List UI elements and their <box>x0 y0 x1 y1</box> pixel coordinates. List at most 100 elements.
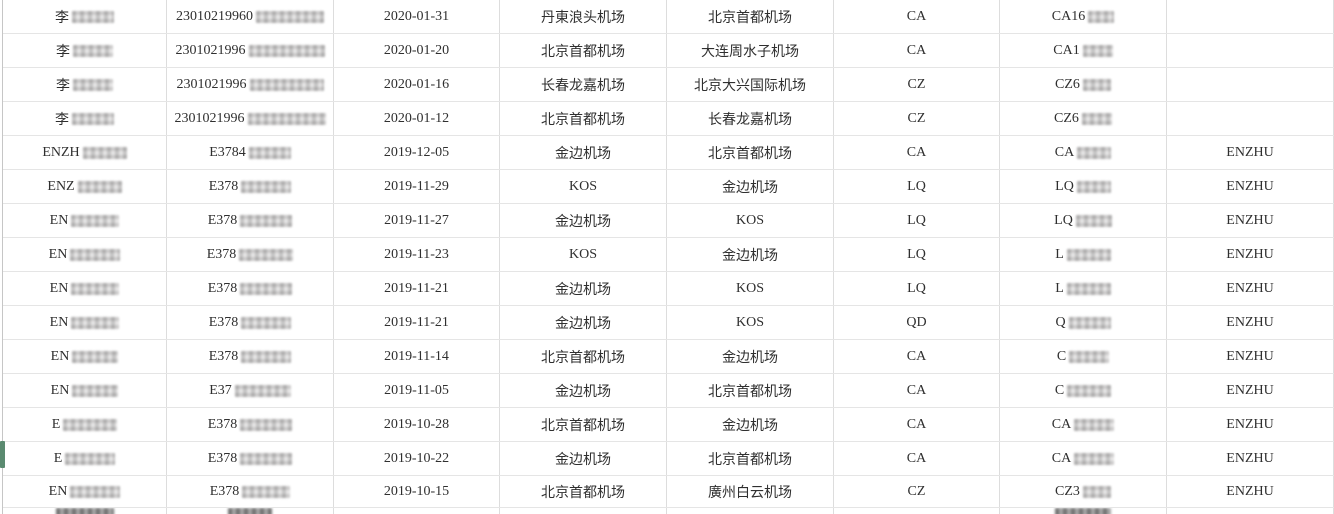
cell-departure-airport[interactable]: KOS <box>500 170 667 203</box>
cell-departure-airport[interactable]: 北京首都机场 <box>500 102 667 135</box>
cell-date[interactable]: 2020-01-20 <box>334 34 500 67</box>
cell-airline-code[interactable] <box>834 508 1000 514</box>
cell-date[interactable]: 2019-11-21 <box>334 272 500 305</box>
cell-flight-number[interactable]: LQ <box>1000 204 1167 237</box>
cell-arrival-airport[interactable]: 长春龙嘉机场 <box>667 102 834 135</box>
cell-date[interactable]: 2019-10-28 <box>334 408 500 441</box>
cell-flight-number[interactable] <box>1000 508 1167 514</box>
cell-departure-airport[interactable]: 北京首都机场 <box>500 476 667 507</box>
cell-airline-code[interactable]: CA <box>834 442 1000 475</box>
cell-arrival-airport[interactable] <box>667 508 834 514</box>
cell-departure-airport[interactable]: 北京首都机场 <box>500 408 667 441</box>
cell-remark[interactable] <box>1167 68 1334 101</box>
cell-remark[interactable]: ENZHU <box>1167 374 1334 407</box>
cell-departure-airport[interactable]: 金边机场 <box>500 136 667 169</box>
cell-remark[interactable]: ENZHU <box>1167 408 1334 441</box>
cell-remark[interactable]: ENZHU <box>1167 204 1334 237</box>
cell-remark[interactable] <box>1167 34 1334 67</box>
cell-arrival-airport[interactable]: KOS <box>667 204 834 237</box>
cell-remark[interactable]: ENZHU <box>1167 442 1334 475</box>
cell-arrival-airport[interactable]: 北京首都机场 <box>667 374 834 407</box>
cell-id-number[interactable]: E378 <box>167 476 334 507</box>
cell-arrival-airport[interactable]: 金边机场 <box>667 238 834 271</box>
cell-airline-code[interactable]: CA <box>834 340 1000 373</box>
cell-arrival-airport[interactable]: 大连周水子机场 <box>667 34 834 67</box>
cell-date[interactable]: 2019-11-05 <box>334 374 500 407</box>
cell-id-number[interactable]: E3784 <box>167 136 334 169</box>
cell-id-number[interactable]: 2301021996 <box>167 34 334 67</box>
cell-flight-number[interactable]: CA <box>1000 442 1167 475</box>
cell-arrival-airport[interactable]: 北京首都机场 <box>667 0 834 33</box>
cell-arrival-airport[interactable]: KOS <box>667 272 834 305</box>
cell-name[interactable]: ENZ <box>3 170 167 203</box>
cell-remark[interactable]: ENZHU <box>1167 238 1334 271</box>
cell-arrival-airport[interactable]: 北京首都机场 <box>667 136 834 169</box>
cell-id-number[interactable]: E378 <box>167 306 334 339</box>
cell-departure-airport[interactable]: KOS <box>500 238 667 271</box>
cell-airline-code[interactable]: CA <box>834 0 1000 33</box>
cell-airline-code[interactable]: LQ <box>834 204 1000 237</box>
cell-departure-airport[interactable]: 金边机场 <box>500 204 667 237</box>
cell-date[interactable]: 2019-11-23 <box>334 238 500 271</box>
cell-flight-number[interactable]: CA16 <box>1000 0 1167 33</box>
cell-airline-code[interactable]: CZ <box>834 476 1000 507</box>
cell-remark[interactable]: ENZHU <box>1167 340 1334 373</box>
cell-date[interactable]: 2020-01-31 <box>334 0 500 33</box>
cell-remark[interactable]: ENZHU <box>1167 306 1334 339</box>
cell-departure-airport[interactable]: 金边机场 <box>500 306 667 339</box>
cell-id-number[interactable]: E378 <box>167 238 334 271</box>
cell-name[interactable]: EN <box>3 374 167 407</box>
cell-name[interactable]: 李 <box>3 0 167 33</box>
cell-departure-airport[interactable]: 长春龙嘉机场 <box>500 68 667 101</box>
cell-flight-number[interactable]: CA1 <box>1000 34 1167 67</box>
cell-name[interactable]: ENZH <box>3 136 167 169</box>
cell-remark[interactable]: ENZHU <box>1167 170 1334 203</box>
cell-departure-airport[interactable]: 北京首都机场 <box>500 340 667 373</box>
cell-airline-code[interactable]: CZ <box>834 68 1000 101</box>
cell-flight-number[interactable]: L <box>1000 272 1167 305</box>
cell-name[interactable]: EN <box>3 340 167 373</box>
cell-arrival-airport[interactable]: 廣州白云机场 <box>667 476 834 507</box>
cell-date[interactable]: 2020-01-16 <box>334 68 500 101</box>
cell-departure-airport[interactable]: 丹東浪头机场 <box>500 0 667 33</box>
cell-arrival-airport[interactable]: 金边机场 <box>667 340 834 373</box>
cell-flight-number[interactable]: Q <box>1000 306 1167 339</box>
cell-flight-number[interactable]: CA <box>1000 408 1167 441</box>
cell-flight-number[interactable]: C <box>1000 340 1167 373</box>
cell-date[interactable]: 2020-01-12 <box>334 102 500 135</box>
cell-id-number[interactable] <box>167 508 334 514</box>
cell-flight-number[interactable]: CZ6 <box>1000 102 1167 135</box>
cell-id-number[interactable]: E378 <box>167 442 334 475</box>
cell-name[interactable]: 李 <box>3 102 167 135</box>
cell-date[interactable]: 2019-10-15 <box>334 476 500 507</box>
cell-name[interactable]: EN <box>3 238 167 271</box>
cell-flight-number[interactable]: CZ6 <box>1000 68 1167 101</box>
cell-date[interactable]: 2019-11-27 <box>334 204 500 237</box>
cell-arrival-airport[interactable]: 北京大兴国际机场 <box>667 68 834 101</box>
cell-airline-code[interactable]: LQ <box>834 272 1000 305</box>
cell-remark[interactable]: ENZHU <box>1167 136 1334 169</box>
cell-airline-code[interactable]: LQ <box>834 238 1000 271</box>
cell-date[interactable]: 2019-11-29 <box>334 170 500 203</box>
cell-id-number[interactable]: 2301021996 <box>167 68 334 101</box>
cell-id-number[interactable]: E378 <box>167 408 334 441</box>
cell-airline-code[interactable]: CA <box>834 374 1000 407</box>
cell-id-number[interactable]: E378 <box>167 170 334 203</box>
cell-airline-code[interactable]: CA <box>834 408 1000 441</box>
cell-date[interactable]: 2019-11-14 <box>334 340 500 373</box>
cell-remark[interactable] <box>1167 508 1334 514</box>
cell-airline-code[interactable]: QD <box>834 306 1000 339</box>
cell-flight-number[interactable]: CA <box>1000 136 1167 169</box>
cell-airline-code[interactable]: LQ <box>834 170 1000 203</box>
cell-date[interactable]: 2019-10-22 <box>334 442 500 475</box>
cell-name[interactable]: 李 <box>3 68 167 101</box>
cell-flight-number[interactable]: CZ3 <box>1000 476 1167 507</box>
cell-name[interactable]: E <box>3 408 167 441</box>
cell-airline-code[interactable]: CA <box>834 136 1000 169</box>
cell-departure-airport[interactable] <box>500 508 667 514</box>
cell-id-number[interactable]: 2301021996 <box>167 102 334 135</box>
cell-flight-number[interactable]: C <box>1000 374 1167 407</box>
cell-departure-airport[interactable]: 北京首都机场 <box>500 34 667 67</box>
cell-date[interactable] <box>334 508 500 514</box>
cell-name[interactable]: EN <box>3 306 167 339</box>
